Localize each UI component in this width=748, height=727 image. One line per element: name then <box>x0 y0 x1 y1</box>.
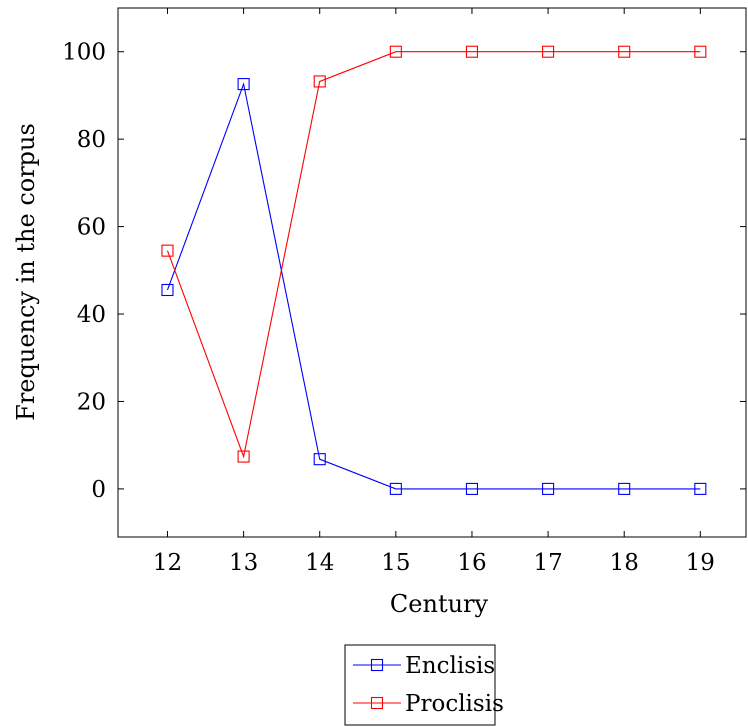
y-tick-label: 40 <box>77 302 106 328</box>
x-axis-title: Century <box>390 590 489 618</box>
data-point-enclisis <box>694 482 707 495</box>
y-axis-title: Frequency in the corpus <box>12 123 40 421</box>
y-tick-label: 100 <box>62 40 106 66</box>
legend-box <box>344 644 496 726</box>
x-tick-label: 12 <box>153 550 182 576</box>
y-tick-label: 20 <box>77 389 106 415</box>
series-line-enclisis <box>166 82 701 490</box>
data-point-proclisis <box>161 244 174 257</box>
series-line-proclisis <box>166 51 701 459</box>
data-point-proclisis <box>694 45 707 58</box>
legend-label-proclisis: Proclisis <box>405 691 504 717</box>
data-point-proclisis <box>618 45 631 58</box>
data-point-proclisis <box>542 45 555 58</box>
y-tick-label: 80 <box>77 127 106 153</box>
x-tick-label: 15 <box>381 550 410 576</box>
y-tick-label: 60 <box>77 215 106 241</box>
data-point-enclisis <box>161 283 174 297</box>
data-point-enclisis <box>313 453 326 466</box>
x-tick-label: 16 <box>457 550 486 576</box>
legend-marker-enclisis <box>370 658 384 672</box>
tick-labels: 12 13 14 15 16 17 18 19 0 20 40 60 80 100 <box>62 40 715 576</box>
data-point-proclisis <box>389 45 402 58</box>
y-tick-label: 0 <box>91 477 106 503</box>
legend: Enclisis Proclisis <box>344 644 504 726</box>
data-point-proclisis <box>465 45 479 58</box>
x-tick-label: 13 <box>229 550 258 576</box>
x-tick-label: 19 <box>686 550 715 576</box>
data-point-enclisis <box>542 482 555 495</box>
legend-marker-proclisis <box>370 696 384 710</box>
series-lines <box>166 51 701 490</box>
series-markers <box>161 45 707 495</box>
x-tick-label: 18 <box>610 550 639 576</box>
data-point-enclisis <box>465 482 479 495</box>
axis-ticks <box>118 8 746 537</box>
data-point-proclisis <box>313 75 326 88</box>
plot-frame <box>117 7 747 538</box>
legend-label-enclisis: Enclisis <box>405 653 495 679</box>
plot-area <box>117 7 747 538</box>
data-point-enclisis <box>618 482 631 495</box>
data-point-proclisis <box>237 450 250 463</box>
data-point-enclisis <box>389 482 402 495</box>
x-tick-label: 17 <box>533 550 562 576</box>
x-tick-label: 14 <box>305 550 334 576</box>
data-point-enclisis <box>237 78 250 91</box>
